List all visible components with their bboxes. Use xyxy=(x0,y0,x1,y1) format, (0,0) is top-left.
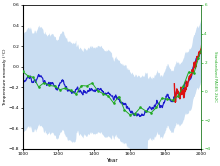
Point xyxy=(182,85,185,88)
Point xyxy=(58,88,62,91)
Point xyxy=(200,46,204,49)
X-axis label: Year: Year xyxy=(106,158,118,163)
Point xyxy=(192,72,196,75)
Point xyxy=(80,84,83,87)
Point xyxy=(155,106,158,109)
Point xyxy=(160,97,164,100)
Point xyxy=(165,98,169,100)
Point xyxy=(64,87,67,89)
Point xyxy=(69,89,73,92)
Point xyxy=(171,99,174,102)
Point xyxy=(106,95,110,97)
Point xyxy=(37,86,40,88)
Point xyxy=(139,106,142,109)
Point xyxy=(31,76,35,79)
Point xyxy=(90,82,94,84)
Point xyxy=(101,92,105,95)
Y-axis label: Temperature anomaly (°C): Temperature anomaly (°C) xyxy=(4,48,7,106)
Point xyxy=(133,112,137,115)
Point xyxy=(53,85,57,87)
Y-axis label: Standardized PAGES 2k2C: Standardized PAGES 2k2C xyxy=(213,51,216,102)
Point xyxy=(176,95,180,97)
Point xyxy=(187,71,190,74)
Point xyxy=(74,93,78,96)
Point xyxy=(197,57,200,59)
Point xyxy=(85,85,89,87)
Point xyxy=(21,70,24,73)
Point xyxy=(117,95,121,98)
Point xyxy=(48,84,51,87)
Point xyxy=(26,75,30,77)
Point xyxy=(123,108,126,111)
Point xyxy=(96,89,99,92)
Point xyxy=(149,111,153,114)
Point xyxy=(42,81,46,84)
Point xyxy=(128,113,132,116)
Point xyxy=(144,110,148,112)
Point xyxy=(112,102,115,104)
